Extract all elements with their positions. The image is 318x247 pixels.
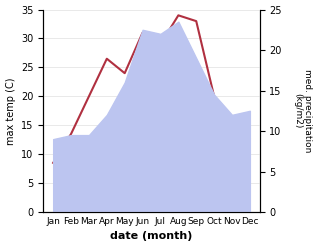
Y-axis label: med. precipitation
(kg/m2): med. precipitation (kg/m2) [293, 69, 313, 152]
Y-axis label: max temp (C): max temp (C) [5, 77, 16, 144]
X-axis label: date (month): date (month) [110, 231, 193, 242]
